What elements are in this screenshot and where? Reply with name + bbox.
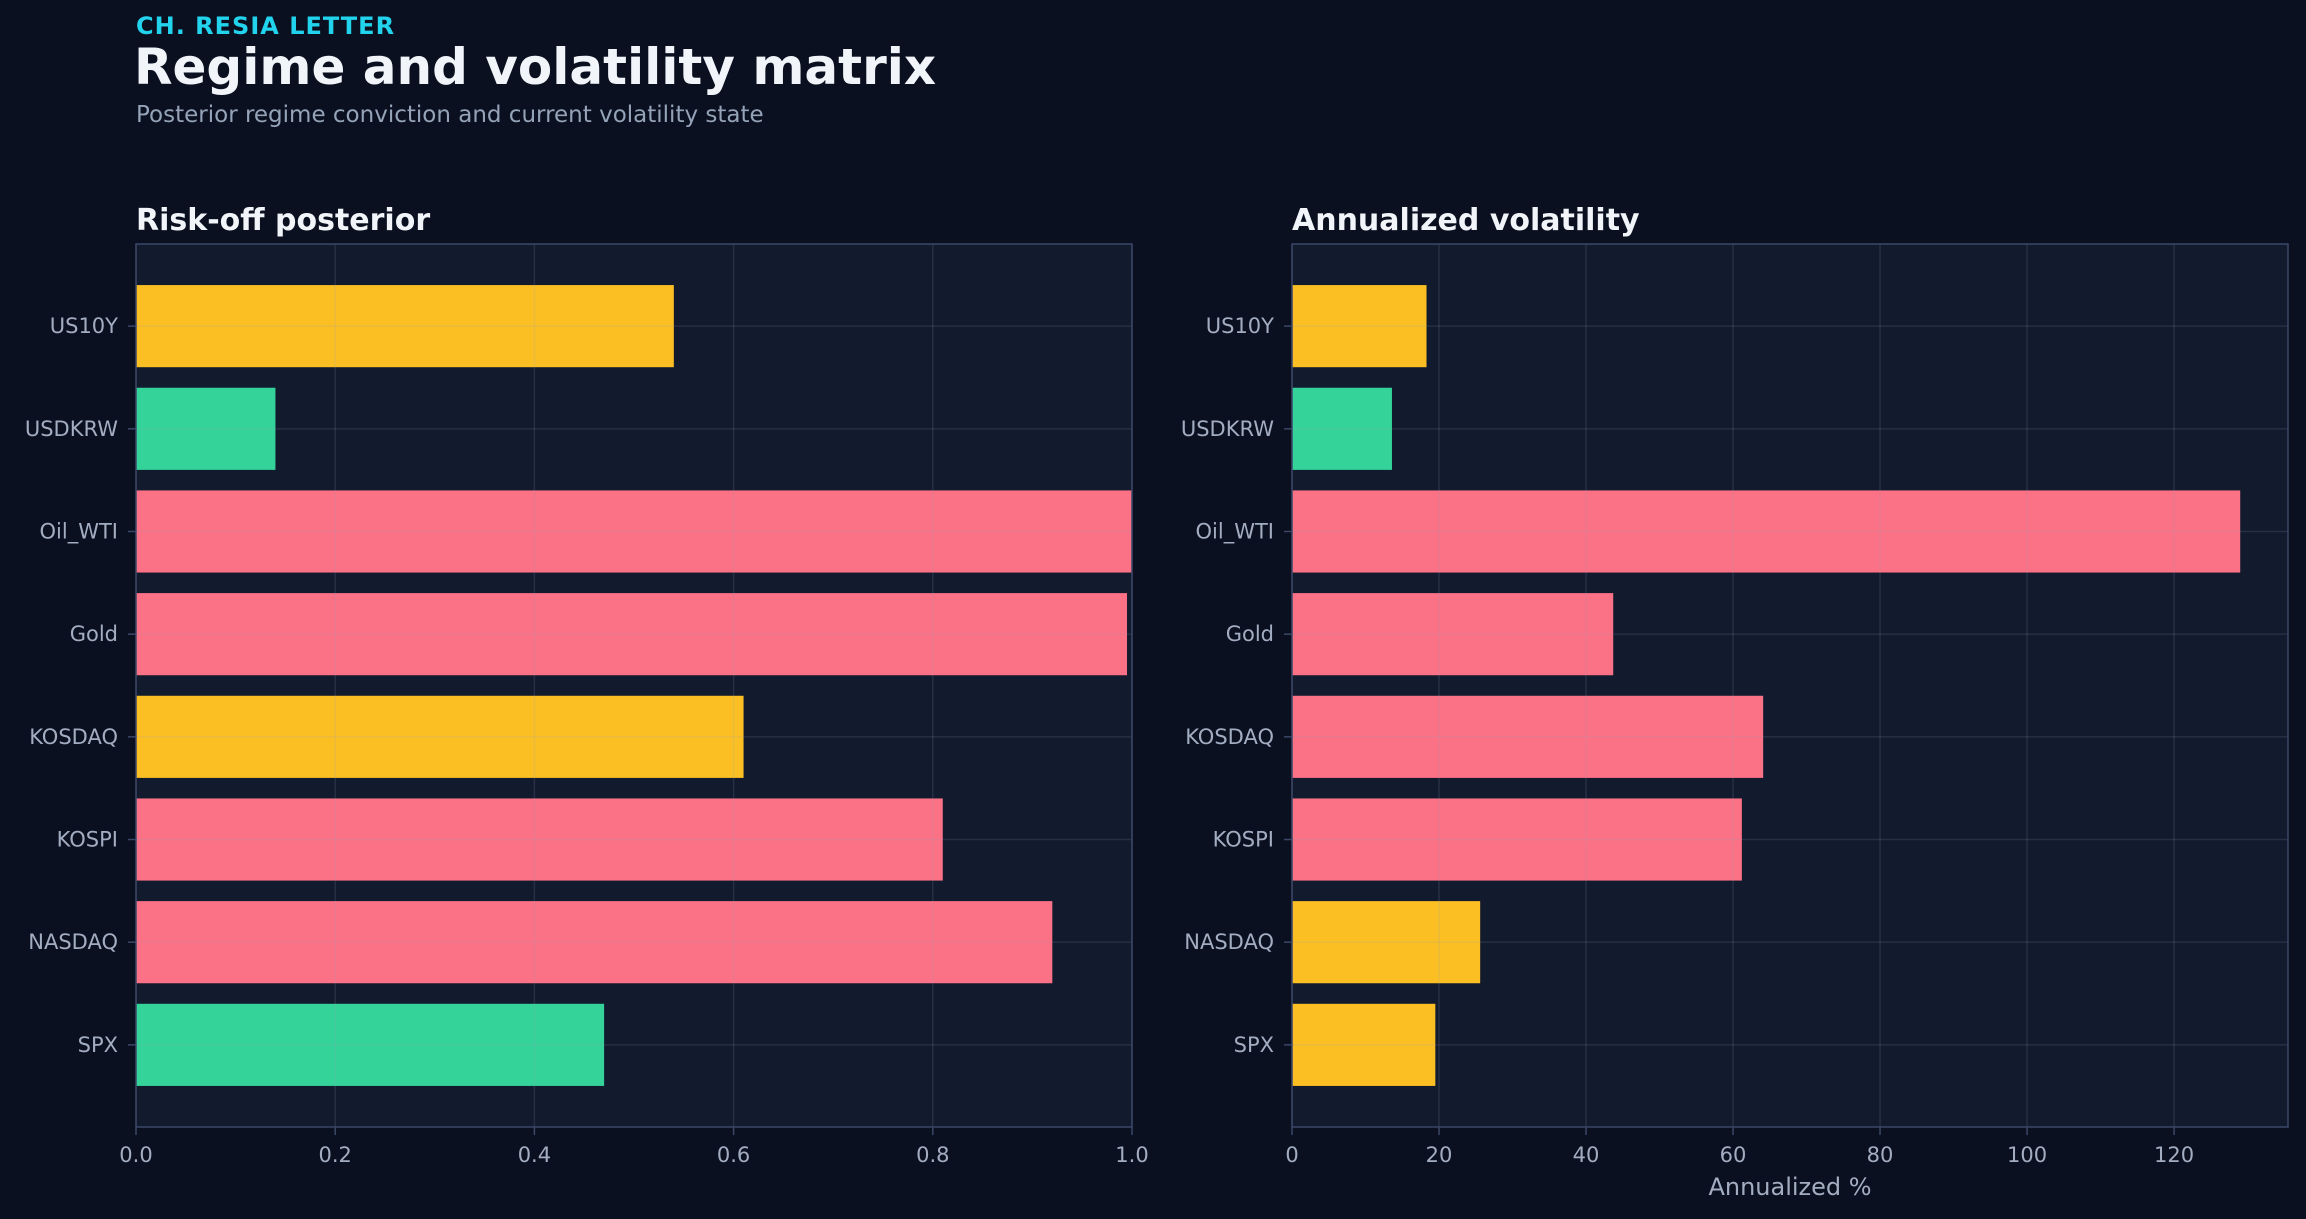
x-axis-label: Annualized % <box>1708 1173 1871 1201</box>
category-label: Oil_WTI <box>1196 519 1274 544</box>
x-tick-label: 120 <box>2154 1143 2194 1167</box>
bar-usdkrw <box>1292 387 1392 470</box>
bar-spx <box>136 1003 605 1086</box>
x-tick-label: 0.2 <box>318 1143 351 1167</box>
bar-us10y <box>136 285 674 368</box>
plot-area <box>1292 244 2288 1127</box>
x-tick-label: 0.4 <box>518 1143 551 1167</box>
bar-spx <box>1292 1003 1436 1086</box>
category-label: NASDAQ <box>28 930 118 954</box>
category-label: Gold <box>70 622 118 646</box>
category-label: KOSPI <box>1213 828 1274 852</box>
x-tick-label: 40 <box>1573 1143 1600 1167</box>
category-label: KOSDAQ <box>29 725 118 749</box>
bar-gold <box>136 593 1128 676</box>
bar-kospi <box>1292 798 1742 881</box>
x-tick-label: 20 <box>1426 1143 1453 1167</box>
category-label: Gold <box>1226 622 1274 646</box>
x-tick-label: 0.0 <box>119 1143 152 1167</box>
bar-kosdaq <box>136 695 744 778</box>
category-label: SPX <box>1234 1033 1274 1057</box>
bar-kospi <box>136 798 943 881</box>
report-kicker: CH. RESIA LETTER <box>136 12 396 40</box>
x-tick-label: 60 <box>1720 1143 1747 1167</box>
category-label: SPX <box>78 1033 118 1057</box>
plot-area <box>136 244 1132 1127</box>
category-label: KOSDAQ <box>1185 725 1274 749</box>
bar-nasdaq <box>136 901 1053 984</box>
annualized-volatility-chart: Annualized volatility US10Y USDKRW Oil_WTI G… <box>1181 203 2289 1201</box>
category-label: KOSPI <box>57 828 118 852</box>
plot-frame <box>135 243 1133 1128</box>
x-tick-label: 0.6 <box>717 1143 750 1167</box>
panel-title: Risk-off posterior <box>136 203 430 238</box>
category-label: NASDAQ <box>1184 930 1274 954</box>
bar-oil-wti <box>1292 490 2241 573</box>
risk-off-posterior-chart: Risk-off posterior US10Y USDKRW Oil_WTI Gold… <box>25 203 1149 1167</box>
plot-frame <box>1291 243 2289 1128</box>
x-tick-label: 0 <box>1285 1143 1298 1167</box>
category-label: US10Y <box>50 314 118 338</box>
bar-us10y <box>1292 285 1427 368</box>
bar-usdkrw <box>136 387 276 470</box>
bar-kosdaq <box>1292 695 1764 778</box>
category-label: US10Y <box>1206 314 1274 338</box>
bar-gold <box>1292 593 1614 676</box>
x-tick-label: 100 <box>2007 1143 2047 1167</box>
bar-oil-wti <box>136 490 1132 573</box>
x-tick-label: 0.8 <box>916 1143 949 1167</box>
page-subtitle: Posterior regime conviction and current … <box>136 102 764 128</box>
category-label: USDKRW <box>25 417 118 441</box>
category-label: Oil_WTI <box>40 519 118 544</box>
category-label: USDKRW <box>1181 417 1274 441</box>
x-tick-label: 1.0 <box>1115 1143 1148 1167</box>
page-title: Regime and volatility matrix <box>134 38 937 96</box>
bar-nasdaq <box>1292 901 1481 984</box>
x-tick-label: 80 <box>1867 1143 1894 1167</box>
panel-title: Annualized volatility <box>1292 203 1640 238</box>
